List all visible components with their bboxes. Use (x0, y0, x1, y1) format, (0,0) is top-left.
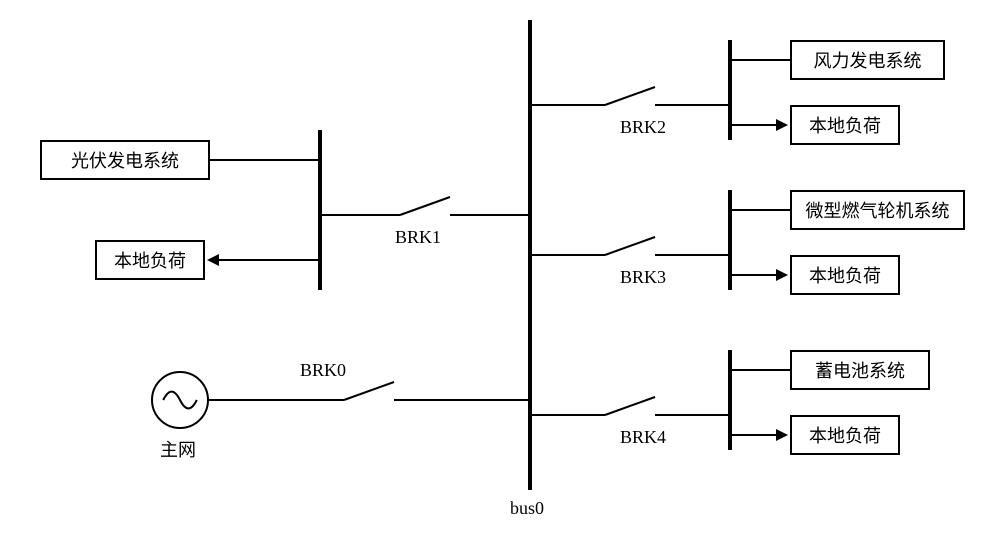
right-load-box-2: 本地负荷 (790, 415, 900, 455)
brk4-label: BRK4 (620, 427, 666, 448)
brk2-label: BRK2 (620, 117, 666, 138)
left-load-arrow-icon (207, 254, 219, 266)
pv-source-box: 光伏发电系统 (40, 140, 210, 180)
main-grid-label: 主网 (160, 436, 196, 462)
left-load-label: 本地负荷 (114, 247, 186, 273)
right-load-box-0: 本地负荷 (790, 105, 900, 145)
right-source-label-0: 风力发电系统 (814, 47, 922, 73)
right-load-arrow-0-icon (776, 119, 788, 131)
right-source-box-2: 蓄电池系统 (790, 350, 930, 390)
right-source-label-2: 蓄电池系统 (815, 357, 905, 383)
right-load-label-1: 本地负荷 (809, 262, 881, 288)
left-load-box: 本地负荷 (95, 240, 205, 280)
right-source-box-1: 微型燃气轮机系统 (790, 190, 965, 230)
brk0-label: BRK0 (300, 360, 346, 381)
right-source-label-1: 微型燃气轮机系统 (806, 197, 950, 223)
pv-source-label: 光伏发电系统 (71, 147, 179, 173)
right-load-label-0: 本地负荷 (809, 112, 881, 138)
right-load-arrow-2-icon (776, 429, 788, 441)
bus0-label: bus0 (510, 498, 544, 519)
right-load-arrow-1-icon (776, 269, 788, 281)
brk1-label: BRK1 (395, 227, 441, 248)
right-load-box-1: 本地负荷 (790, 255, 900, 295)
right-load-label-2: 本地负荷 (809, 422, 881, 448)
right-source-box-0: 风力发电系统 (790, 40, 945, 80)
brk3-label: BRK3 (620, 267, 666, 288)
